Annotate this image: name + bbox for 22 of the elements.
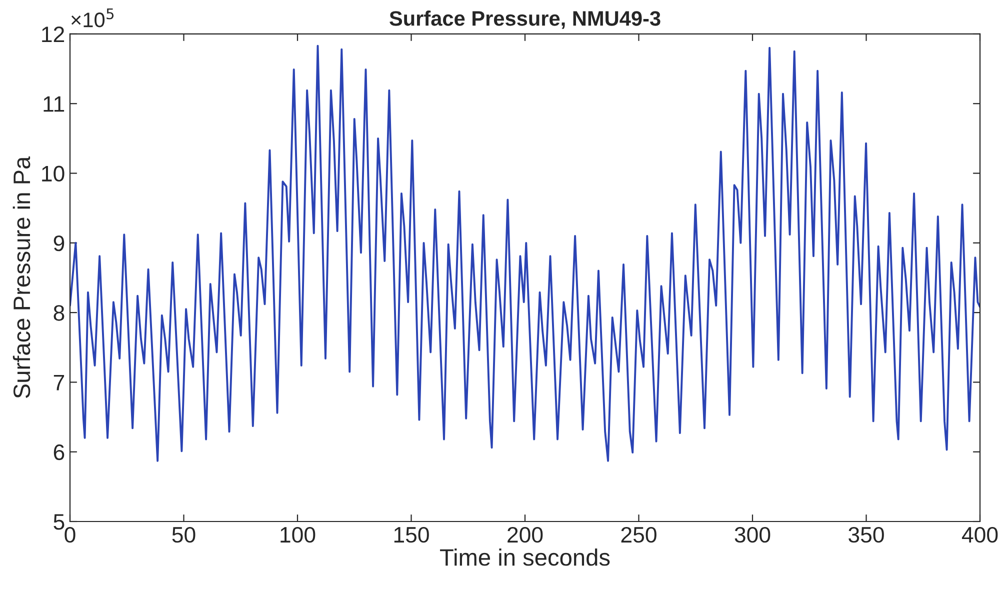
x-tick-label: 300 (734, 526, 770, 543)
y-tick-label: 6 (54, 444, 64, 460)
x-tick-label: 150 (394, 526, 429, 543)
x-tick-label: 200 (508, 526, 543, 543)
line-series (70, 44, 980, 462)
y-tick-label: 10 (42, 166, 64, 182)
y-tick-label: 11 (44, 96, 64, 112)
text: ×10$^{5}$ (71, 8, 114, 28)
chart-title: Surface Pressure, NMU49-3 (390, 10, 660, 29)
x-tick-label: 250 (621, 526, 656, 543)
x-tick-label: 400 (962, 526, 998, 543)
y-tick-label: 12 (42, 26, 64, 42)
x-tick-label: 100 (280, 526, 316, 543)
x-tick-label: 50 (172, 526, 196, 543)
y-tick-label: 8 (54, 305, 64, 321)
x-axis-title: Time in seconds (440, 548, 610, 566)
y-tick-label: 9 (54, 235, 64, 252)
y-tick-label: 7 (54, 374, 64, 390)
x-tick-label: 350 (848, 526, 884, 543)
x-tick-label: 0 (64, 526, 76, 543)
y-axis-title: Surface Pressure in Pa (12, 156, 30, 398)
y-tick-label: 5 (54, 514, 64, 530)
